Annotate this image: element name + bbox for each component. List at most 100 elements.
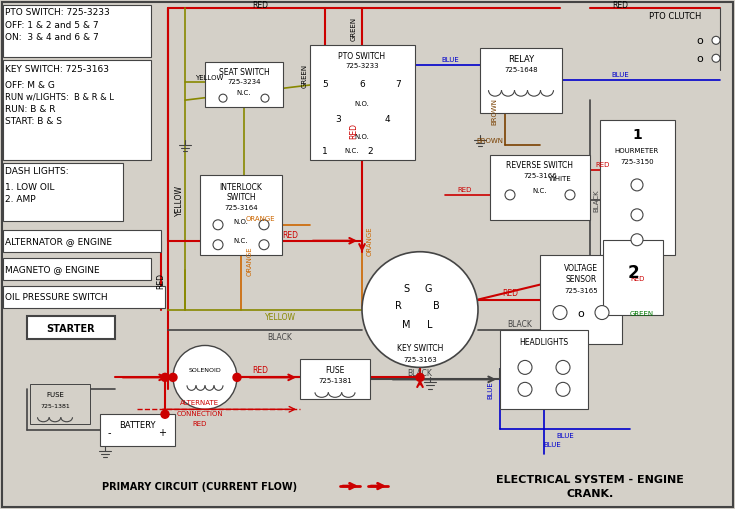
Circle shape xyxy=(518,361,532,375)
Text: 725-1381: 725-1381 xyxy=(318,378,352,384)
Text: KEY SWITCH: KEY SWITCH xyxy=(397,343,443,352)
Text: BROWN: BROWN xyxy=(491,97,497,124)
Text: BLUE: BLUE xyxy=(543,441,561,447)
Circle shape xyxy=(631,209,643,221)
Text: KEY SWITCH: 725-3163: KEY SWITCH: 725-3163 xyxy=(5,65,109,74)
Text: 725-1381: 725-1381 xyxy=(40,403,70,408)
Text: DASH LIGHTS:: DASH LIGHTS: xyxy=(5,167,68,176)
Text: S: S xyxy=(403,283,409,293)
Text: 1. LOW OIL: 1. LOW OIL xyxy=(5,183,54,192)
Text: BLUE: BLUE xyxy=(441,57,459,63)
Bar xyxy=(3,286,165,308)
Text: ORANGE: ORANGE xyxy=(247,245,253,275)
Text: YELLOW: YELLOW xyxy=(174,185,184,216)
Text: CONNECTION: CONNECTION xyxy=(176,410,223,416)
Text: RED: RED xyxy=(630,275,645,281)
Text: RED: RED xyxy=(252,365,268,374)
Bar xyxy=(500,330,588,409)
Text: ELECTRICAL SYSTEM - ENGINE: ELECTRICAL SYSTEM - ENGINE xyxy=(496,474,684,484)
Circle shape xyxy=(261,95,269,103)
Text: PTO SWITCH: 725-3233: PTO SWITCH: 725-3233 xyxy=(5,8,110,17)
Text: BLUE: BLUE xyxy=(556,432,574,438)
Text: N.C.: N.C. xyxy=(237,90,251,96)
Circle shape xyxy=(631,234,643,246)
Text: B: B xyxy=(433,300,440,310)
Text: N.O.: N.O. xyxy=(234,218,248,224)
Circle shape xyxy=(553,306,567,320)
Text: 725-3150: 725-3150 xyxy=(620,159,654,164)
Text: BROWN: BROWN xyxy=(476,138,503,144)
Text: BLACK: BLACK xyxy=(508,319,532,328)
Circle shape xyxy=(169,374,177,382)
Text: HEADLIGHTS: HEADLIGHTS xyxy=(520,337,569,346)
Text: 1: 1 xyxy=(632,128,642,142)
Text: BLUE: BLUE xyxy=(487,381,493,399)
Bar xyxy=(490,156,590,220)
Bar xyxy=(3,231,161,252)
Bar xyxy=(3,164,123,221)
Text: 7: 7 xyxy=(395,79,401,89)
Text: INTERLOCK: INTERLOCK xyxy=(220,183,262,192)
Text: 725-1648: 725-1648 xyxy=(504,67,538,73)
Text: ORANGE: ORANGE xyxy=(245,215,275,221)
Text: N.C.: N.C. xyxy=(345,148,359,154)
Bar xyxy=(27,316,115,340)
Text: 2: 2 xyxy=(368,146,373,155)
Circle shape xyxy=(219,95,227,103)
Bar xyxy=(603,240,663,315)
Circle shape xyxy=(595,306,609,320)
Text: 725-3166: 725-3166 xyxy=(523,173,557,179)
Text: L: L xyxy=(427,319,433,329)
Bar xyxy=(3,258,151,280)
Bar xyxy=(600,121,675,255)
Circle shape xyxy=(518,383,532,397)
Text: o: o xyxy=(578,308,584,318)
Bar xyxy=(480,49,562,114)
Text: CRANK.: CRANK. xyxy=(567,488,614,498)
Circle shape xyxy=(631,180,643,191)
Text: RELAY: RELAY xyxy=(508,54,534,64)
Text: BLACK: BLACK xyxy=(408,368,432,377)
Text: RED: RED xyxy=(193,420,207,427)
Text: BLACK: BLACK xyxy=(268,332,293,342)
Text: YELLOW: YELLOW xyxy=(195,75,223,81)
Text: 2. AMP: 2. AMP xyxy=(5,195,35,204)
Text: RED: RED xyxy=(350,123,359,139)
Circle shape xyxy=(416,374,424,382)
Text: SEAT SWITCH: SEAT SWITCH xyxy=(218,68,269,76)
Bar xyxy=(540,255,622,345)
Text: SOLENOID: SOLENOID xyxy=(189,367,221,372)
Text: o: o xyxy=(697,54,703,64)
Text: 2: 2 xyxy=(627,263,639,281)
Bar xyxy=(310,46,415,161)
Text: 725-3164: 725-3164 xyxy=(224,205,258,210)
Text: 5: 5 xyxy=(322,79,328,89)
Circle shape xyxy=(173,346,237,409)
Bar xyxy=(205,63,283,108)
Text: ALTERNATOR @ ENGINE: ALTERNATOR @ ENGINE xyxy=(5,237,112,246)
Circle shape xyxy=(556,361,570,375)
Circle shape xyxy=(362,252,478,367)
Circle shape xyxy=(556,383,570,397)
Text: GREEN: GREEN xyxy=(630,310,654,316)
Text: SENSOR: SENSOR xyxy=(565,274,597,284)
Bar xyxy=(3,61,151,161)
Text: RED: RED xyxy=(502,289,518,298)
Circle shape xyxy=(565,190,575,201)
Text: 3: 3 xyxy=(335,115,341,123)
Text: N.C.: N.C. xyxy=(533,187,548,193)
Bar xyxy=(100,414,175,446)
Circle shape xyxy=(712,55,720,63)
Circle shape xyxy=(259,220,269,231)
Text: GREEN: GREEN xyxy=(302,64,308,88)
Text: N.O.: N.O. xyxy=(354,134,370,140)
Text: HOURMETER: HOURMETER xyxy=(615,148,659,154)
Circle shape xyxy=(161,410,169,418)
Text: OFF: M & G: OFF: M & G xyxy=(5,80,55,90)
Text: YELLOW: YELLOW xyxy=(265,313,295,321)
Text: PRIMARY CIRCUIT (CURRENT FLOW): PRIMARY CIRCUIT (CURRENT FLOW) xyxy=(102,481,298,491)
Text: 1: 1 xyxy=(322,146,328,155)
Text: RUN: B & R: RUN: B & R xyxy=(5,104,56,114)
Text: N.C.: N.C. xyxy=(234,237,248,243)
Text: WHITE: WHITE xyxy=(548,176,571,182)
